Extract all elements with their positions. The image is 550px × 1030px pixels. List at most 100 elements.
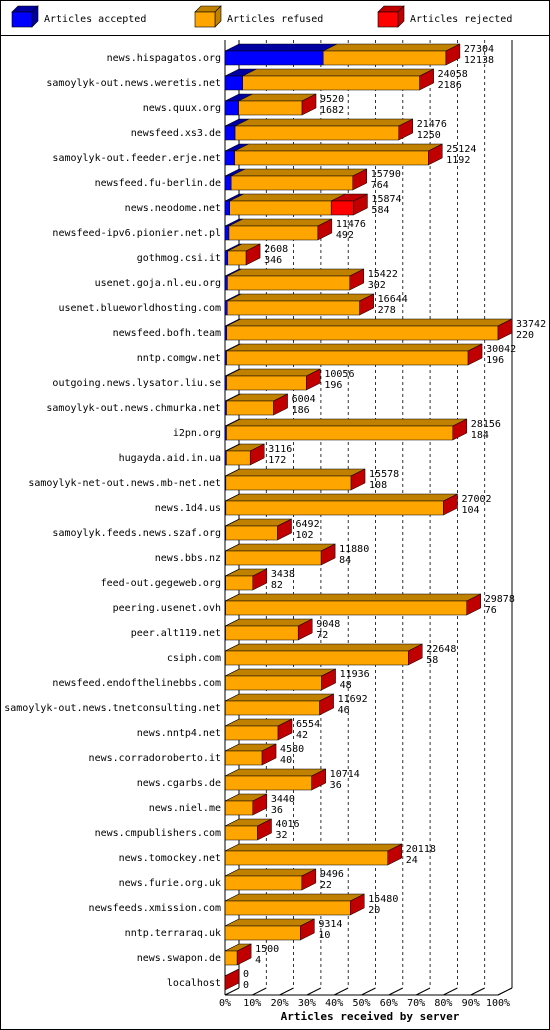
y-tick-label: csiph.com [167,653,221,664]
bar-face [225,468,366,477]
accepted-label: 40 [280,755,292,766]
bar-side [353,193,368,216]
y-tick-label: samoylyk.feeds.news.szaf.org [52,528,221,539]
bar-face [226,318,513,327]
bar [224,918,315,941]
bar-face [226,425,454,441]
bar-face [224,900,351,916]
accepted-label: 1192 [446,155,470,166]
bar [226,393,288,416]
bar-side [277,718,293,741]
bar [225,743,277,766]
bar-face [225,668,336,677]
bar-face [225,543,336,552]
bar-side [224,968,240,991]
y-tick-label: feed-out.gegeweb.org [101,578,221,589]
bar-face [235,118,413,127]
accepted-label: 12138 [464,55,494,66]
bar-face [225,868,316,877]
x-tick-label: 0% [219,998,231,1009]
bar-face [226,375,307,391]
y-tick-label: news.cmpublishers.com [95,828,221,839]
bar [234,143,443,166]
bar-face [322,50,447,66]
accepted-label: 24 [406,855,418,866]
total-label: 6004 [292,394,316,405]
bar [226,293,374,316]
total-label: 0 [243,969,249,980]
accepted-label: 184 [471,430,489,441]
bar-face [225,493,458,502]
accepted-label: 4 [255,955,261,966]
tick-mark [306,987,322,996]
total-label: 9520 [320,94,344,105]
bar-side [249,443,265,466]
bar-face [227,268,364,277]
total-label: 4016 [275,819,299,830]
bar-face [224,43,338,52]
accepted-label: 196 [486,355,504,366]
y-tick-label: news.corradoroberto.it [89,753,221,764]
accepted-label: 22 [320,880,332,891]
total-label: 1500 [255,944,279,955]
bar [229,193,346,216]
y-tick-label: samoylyk-out.feeder.erje.net [52,153,221,164]
bar-face [238,100,303,116]
y-tick-label: newsfeed.bofh.team [113,328,221,339]
bar-face [224,100,239,116]
y-tick-label: news.neodome.net [125,203,221,214]
legend-label: Articles rejected [410,14,512,25]
total-label: 2608 [264,244,288,255]
y-tick-label: samoylyk-net-out.news.mb-net.net [28,478,221,489]
bar-side [317,218,333,241]
y-tick-label: localhost [167,978,221,989]
bar-side [300,918,315,941]
bar-side [428,143,443,166]
bar [225,818,272,841]
tick-mark [470,987,485,996]
bar [330,193,368,216]
y-tick-label: news.niel.me [149,803,221,814]
accepted-label: 1682 [320,105,344,116]
bar-face [225,800,254,816]
total-label: 3116 [268,444,292,455]
accepted-label: 102 [296,530,314,541]
bar-face [225,768,326,777]
x-tick-label: 60% [380,998,398,1009]
bar-face [225,825,258,841]
total-label: 15790 [371,169,401,180]
total-label: 11880 [339,544,369,555]
bar-side [257,818,272,841]
bar [225,643,423,666]
y-tick-label: news.tomockey.net [119,853,221,864]
bar-face [225,650,409,666]
bar [224,43,338,66]
total-label: 24058 [438,69,468,80]
total-label: 9496 [320,869,344,880]
total-label: 11692 [338,694,368,705]
bar-face [224,325,228,341]
total-label: 10056 [324,369,354,380]
bar [242,68,434,91]
bar-side [352,168,368,191]
bar-face [225,593,481,602]
total-label: 15578 [369,469,399,480]
bar-side [349,893,365,916]
bar-face [234,143,443,152]
total-label: 15422 [368,269,398,280]
bar-face [225,600,467,616]
bar-face [224,275,228,291]
bar [322,43,461,66]
bar-face [225,700,320,716]
y-tick-label: gothmog.csi.it [137,253,221,264]
bar-side [445,43,461,66]
bar-face [230,175,354,191]
accepted-label: 76 [485,605,497,616]
total-label: 25124 [446,144,476,155]
bar [238,93,317,116]
bar-face [224,175,232,191]
tick-mark [279,987,294,996]
y-tick-label: newsfeed.endofthelinebbs.com [52,678,221,689]
bar-face [225,643,423,652]
total-label: 33742 [516,319,546,330]
